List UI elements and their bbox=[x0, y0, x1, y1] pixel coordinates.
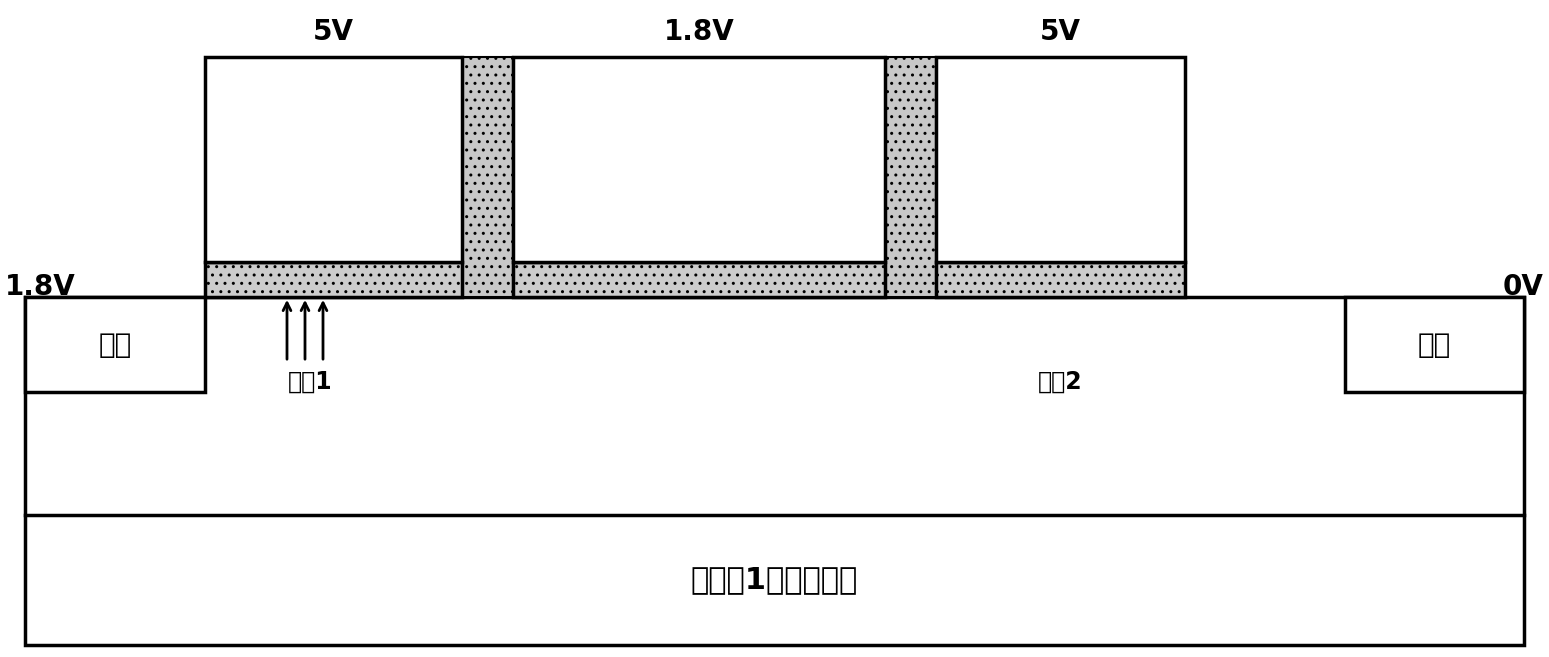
Text: 选择管: 选择管 bbox=[672, 145, 726, 174]
Text: 漏极: 漏极 bbox=[1417, 330, 1451, 359]
Text: 栅氧化层: 栅氧化层 bbox=[669, 267, 730, 292]
Text: 比特1: 比特1 bbox=[288, 370, 333, 394]
Text: 5V: 5V bbox=[1039, 18, 1081, 46]
Text: 对比特1进行写操作: 对比特1进行写操作 bbox=[691, 566, 858, 595]
Text: 0V: 0V bbox=[1503, 273, 1544, 301]
Bar bbox=[1345, 297, 1524, 392]
Bar bbox=[936, 262, 1185, 297]
Text: 存储管: 存储管 bbox=[307, 145, 361, 174]
Bar bbox=[25, 297, 1524, 645]
Bar bbox=[462, 57, 513, 297]
Bar bbox=[204, 57, 462, 262]
Bar bbox=[513, 57, 884, 262]
Text: 比特2: 比特2 bbox=[1038, 370, 1083, 394]
Bar bbox=[513, 262, 884, 297]
Text: 1.8V: 1.8V bbox=[5, 273, 76, 301]
Text: 存储管: 存储管 bbox=[1033, 145, 1087, 174]
Text: 源极: 源极 bbox=[99, 330, 132, 359]
Text: ONO: ONO bbox=[305, 267, 362, 292]
Bar bbox=[204, 262, 462, 297]
Bar bbox=[25, 297, 204, 392]
Text: 1.8V: 1.8V bbox=[663, 18, 734, 46]
Bar bbox=[936, 57, 1185, 262]
Text: 5V: 5V bbox=[313, 18, 355, 46]
Text: ONO: ONO bbox=[1032, 267, 1089, 292]
Bar bbox=[884, 57, 936, 297]
